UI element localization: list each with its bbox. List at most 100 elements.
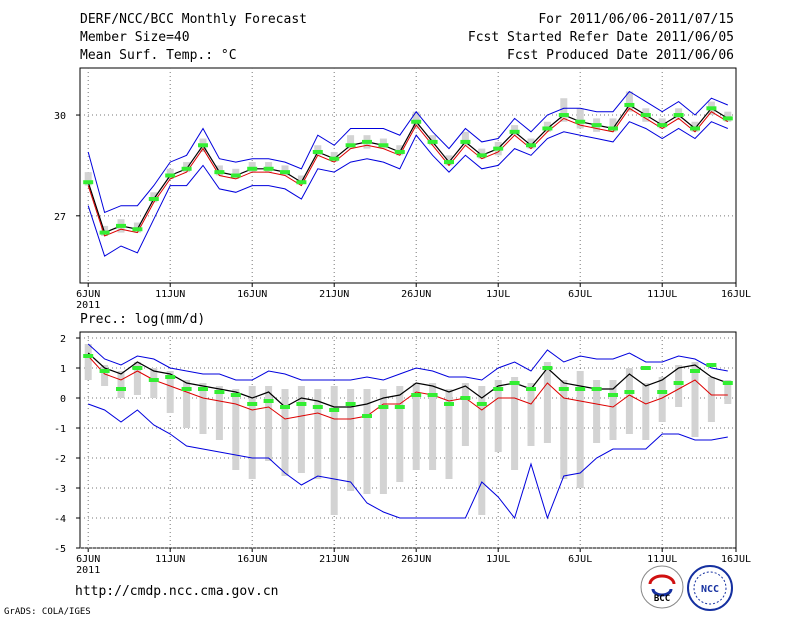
observed-marker <box>83 180 94 185</box>
observed-marker <box>673 381 684 385</box>
observed-marker <box>165 173 176 178</box>
y-tick-label: -2 <box>54 454 66 465</box>
observed-marker <box>690 369 700 373</box>
ensemble-box <box>281 389 289 476</box>
observed-marker <box>99 230 110 235</box>
ensemble-box <box>658 377 666 422</box>
observed-marker <box>575 387 586 391</box>
observed-marker <box>444 160 454 165</box>
ensemble-box <box>593 380 601 443</box>
ensemble-box <box>265 386 273 461</box>
observed-marker <box>673 113 684 118</box>
ncc-logo-text: NCC <box>701 584 719 595</box>
observed-marker <box>345 402 356 406</box>
observed-marker <box>542 126 553 131</box>
x-tick-label: 11JUN <box>155 289 185 300</box>
observed-marker <box>706 106 717 111</box>
y-tick-label: 30 <box>54 111 66 122</box>
ensemble-box <box>625 91 633 112</box>
ensemble-box <box>84 172 92 186</box>
ensemble-box <box>543 362 551 443</box>
ensemble-box <box>642 383 650 440</box>
y-tick-label: -5 <box>54 544 66 555</box>
y-tick-label: -3 <box>54 484 66 495</box>
observed-marker <box>591 387 602 391</box>
observed-marker <box>247 402 258 406</box>
observed-marker <box>427 139 438 144</box>
observed-marker <box>181 166 192 171</box>
bcc-logo: BCC <box>640 565 684 609</box>
ensemble-box <box>527 383 535 446</box>
ensemble-box <box>576 108 584 129</box>
ensemble-box <box>412 383 420 470</box>
observed-marker <box>132 366 143 370</box>
observed-marker <box>99 369 110 373</box>
x-tick-label: 16JUL <box>721 554 751 565</box>
ensemble-box <box>101 365 109 386</box>
precipitation-panel-title: Prec.: log(mm/d) <box>80 312 205 327</box>
observed-marker <box>116 387 126 391</box>
source-url[interactable]: http://cmdp.ncc.cma.gov.cn <box>75 584 279 599</box>
ensemble-box <box>232 389 240 470</box>
observed-marker <box>148 378 159 382</box>
series-line-lower <box>88 403 728 520</box>
observed-marker <box>558 113 569 118</box>
ensemble-box <box>576 371 584 488</box>
observed-marker <box>411 119 422 124</box>
observed-marker <box>148 197 159 202</box>
observed-marker <box>247 166 258 171</box>
ensemble-box <box>199 383 207 434</box>
observed-marker <box>509 129 520 134</box>
ensemble-box <box>609 118 617 132</box>
ensemble-box <box>429 383 437 470</box>
observed-marker <box>394 149 405 154</box>
temperature-panel-title: Mean Surf. Temp.: °C <box>80 48 237 63</box>
observed-marker <box>165 375 176 379</box>
ensemble-box <box>248 386 256 479</box>
ncc-logo: NCC <box>687 565 733 611</box>
observed-marker <box>411 393 422 397</box>
observed-marker <box>214 390 225 394</box>
ensemble-box <box>675 365 683 407</box>
ensemble-box <box>724 380 732 404</box>
ensemble-box <box>297 386 305 473</box>
observed-marker <box>329 156 340 161</box>
ensemble-box <box>183 380 191 428</box>
observed-marker <box>362 414 372 418</box>
forecast-start-date: Fcst Started Refer Date 2011/06/05 <box>468 30 734 45</box>
bcc-logo-text: BCC <box>654 594 670 604</box>
x-tick-label: 16JUN <box>237 554 267 565</box>
observed-marker <box>198 143 208 148</box>
observed-marker <box>722 116 733 121</box>
ensemble-box <box>379 389 387 494</box>
observed-marker <box>591 123 602 128</box>
ensemble-box <box>166 371 174 413</box>
observed-marker <box>230 173 241 178</box>
ensemble-box <box>215 386 223 440</box>
observed-marker <box>263 399 274 403</box>
x-tick-label: 16JUN <box>237 289 267 300</box>
observed-marker <box>296 180 307 185</box>
series-line-ensemble_mean <box>87 104 729 234</box>
y-tick-label: 2 <box>60 334 66 345</box>
observed-marker <box>296 402 307 406</box>
x-tick-label: 16JUL <box>721 289 751 300</box>
ensemble-box <box>150 368 158 398</box>
observed-marker <box>640 366 651 370</box>
observed-marker <box>624 390 635 394</box>
series-line-upper <box>87 343 728 381</box>
x-tick-label: 26JUN <box>401 289 431 300</box>
ensemble-box <box>347 389 355 491</box>
observed-marker <box>427 393 438 397</box>
series-line-median <box>87 355 728 420</box>
observed-marker <box>509 381 520 385</box>
x-tick-label: 6JUL <box>568 289 592 300</box>
x-tick-label: 6JUL <box>568 554 592 565</box>
x-year-label: 2011 <box>76 565 100 576</box>
observed-marker <box>214 170 225 175</box>
ensemble-box <box>560 98 568 122</box>
forecast-produced-date: Fcst Produced Date 2011/06/06 <box>507 48 734 63</box>
y-tick-label: 0 <box>60 394 66 405</box>
grads-credit: GrADS: COLA/IGES <box>4 607 91 617</box>
